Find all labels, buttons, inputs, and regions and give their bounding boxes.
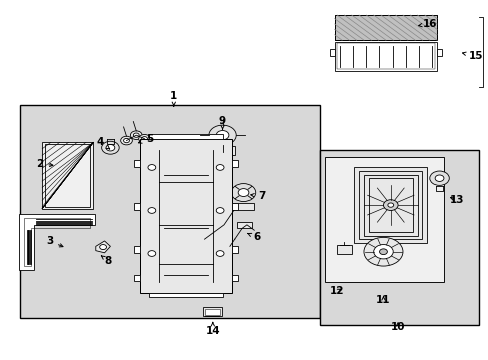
Circle shape xyxy=(434,175,443,181)
Circle shape xyxy=(148,165,156,170)
Bar xyxy=(237,222,251,228)
Bar xyxy=(232,203,254,210)
Bar xyxy=(203,307,221,316)
Bar xyxy=(140,139,232,293)
Bar xyxy=(210,146,234,155)
Circle shape xyxy=(208,125,236,145)
Text: 1: 1 xyxy=(170,91,177,106)
Text: 16: 16 xyxy=(418,19,436,29)
Text: 2: 2 xyxy=(36,159,53,169)
Bar xyxy=(20,105,320,318)
Circle shape xyxy=(148,251,156,256)
Bar xyxy=(134,246,140,253)
Bar xyxy=(232,203,238,210)
Text: 11: 11 xyxy=(375,295,390,305)
Text: 6: 6 xyxy=(247,232,260,242)
Text: 13: 13 xyxy=(448,195,463,205)
Circle shape xyxy=(429,171,448,185)
Bar xyxy=(232,246,238,253)
Bar xyxy=(232,275,238,282)
Bar xyxy=(353,167,427,243)
Text: 14: 14 xyxy=(205,323,220,336)
Circle shape xyxy=(379,249,386,255)
Bar xyxy=(363,175,417,235)
Bar xyxy=(149,293,222,297)
Bar xyxy=(320,149,478,325)
Text: 12: 12 xyxy=(329,286,344,296)
Text: 10: 10 xyxy=(390,322,405,332)
Bar xyxy=(45,144,90,207)
Bar xyxy=(325,157,444,282)
Polygon shape xyxy=(19,214,95,270)
Text: 5: 5 xyxy=(138,134,153,144)
Circle shape xyxy=(130,131,142,139)
Bar xyxy=(329,49,334,56)
Bar xyxy=(334,15,436,40)
Text: 7: 7 xyxy=(250,191,264,201)
Circle shape xyxy=(123,138,129,143)
Circle shape xyxy=(363,237,402,266)
Circle shape xyxy=(383,200,397,211)
Circle shape xyxy=(373,244,392,259)
Bar xyxy=(336,43,434,69)
Circle shape xyxy=(231,184,255,202)
Text: 9: 9 xyxy=(219,116,225,129)
Bar xyxy=(134,203,140,210)
Text: 3: 3 xyxy=(46,236,63,247)
Circle shape xyxy=(133,133,139,137)
Bar xyxy=(204,309,219,315)
Circle shape xyxy=(216,208,224,213)
Circle shape xyxy=(216,165,224,170)
Bar xyxy=(436,49,441,56)
Circle shape xyxy=(102,141,119,154)
Bar xyxy=(334,15,436,40)
Bar xyxy=(232,160,238,167)
Circle shape xyxy=(148,208,156,213)
Bar xyxy=(149,134,222,139)
Bar xyxy=(368,178,412,232)
Circle shape xyxy=(142,136,147,141)
Circle shape xyxy=(100,244,106,249)
Circle shape xyxy=(139,134,150,143)
Circle shape xyxy=(238,189,248,197)
Bar xyxy=(42,142,93,209)
Text: 4: 4 xyxy=(97,138,109,149)
Circle shape xyxy=(387,203,393,207)
Bar xyxy=(336,245,351,254)
Circle shape xyxy=(121,136,132,145)
Bar xyxy=(358,171,422,239)
Circle shape xyxy=(106,144,115,151)
Text: 15: 15 xyxy=(462,51,482,61)
Bar xyxy=(134,275,140,282)
Bar xyxy=(134,160,140,167)
Polygon shape xyxy=(96,241,110,253)
Text: 8: 8 xyxy=(101,256,111,266)
Circle shape xyxy=(216,251,224,256)
Bar xyxy=(334,42,436,71)
Circle shape xyxy=(216,131,228,140)
